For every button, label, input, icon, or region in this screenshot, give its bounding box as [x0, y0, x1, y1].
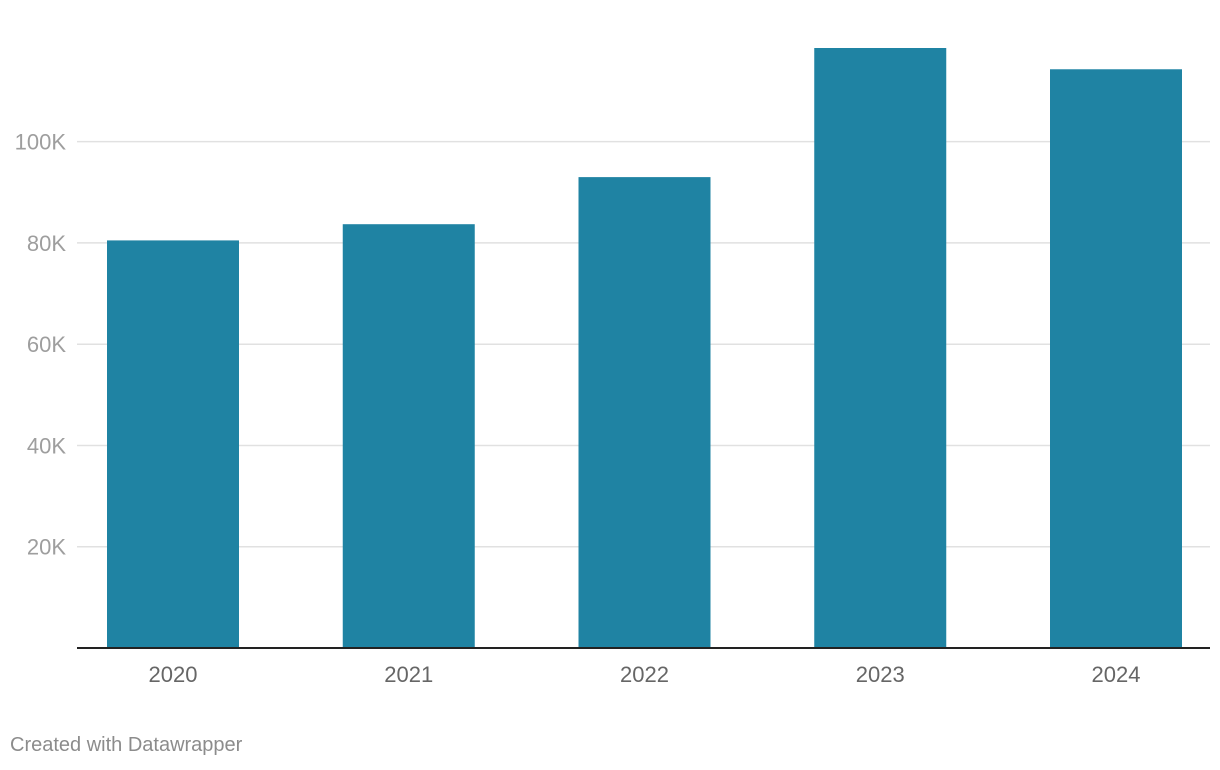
x-tick-label: 2022 — [620, 662, 669, 687]
bar-2021 — [342, 224, 475, 649]
bar-2024 — [1050, 69, 1182, 649]
y-tick-label: 40K — [27, 433, 66, 458]
y-tick-label: 20K — [27, 535, 66, 560]
bar-2020 — [107, 240, 239, 648]
x-tick-label: 2023 — [856, 662, 905, 687]
x-tick-label: 2024 — [1092, 662, 1141, 687]
datawrapper-credit: Created with Datawrapper — [10, 734, 243, 756]
bar-2023 — [814, 48, 947, 648]
y-axis-tick-labels: 20K 40K 60K 80K 100K — [15, 130, 67, 560]
y-tick-label: 100K — [15, 130, 67, 155]
y-tick-label: 60K — [27, 332, 66, 357]
x-tick-label: 2020 — [149, 662, 198, 687]
x-tick-label: 2021 — [384, 662, 433, 687]
y-tick-label: 80K — [27, 231, 66, 256]
x-axis-tick-labels: 2020 2021 2022 2023 2024 — [149, 662, 1141, 687]
bar-2022 — [578, 177, 711, 648]
bars — [107, 48, 1182, 649]
